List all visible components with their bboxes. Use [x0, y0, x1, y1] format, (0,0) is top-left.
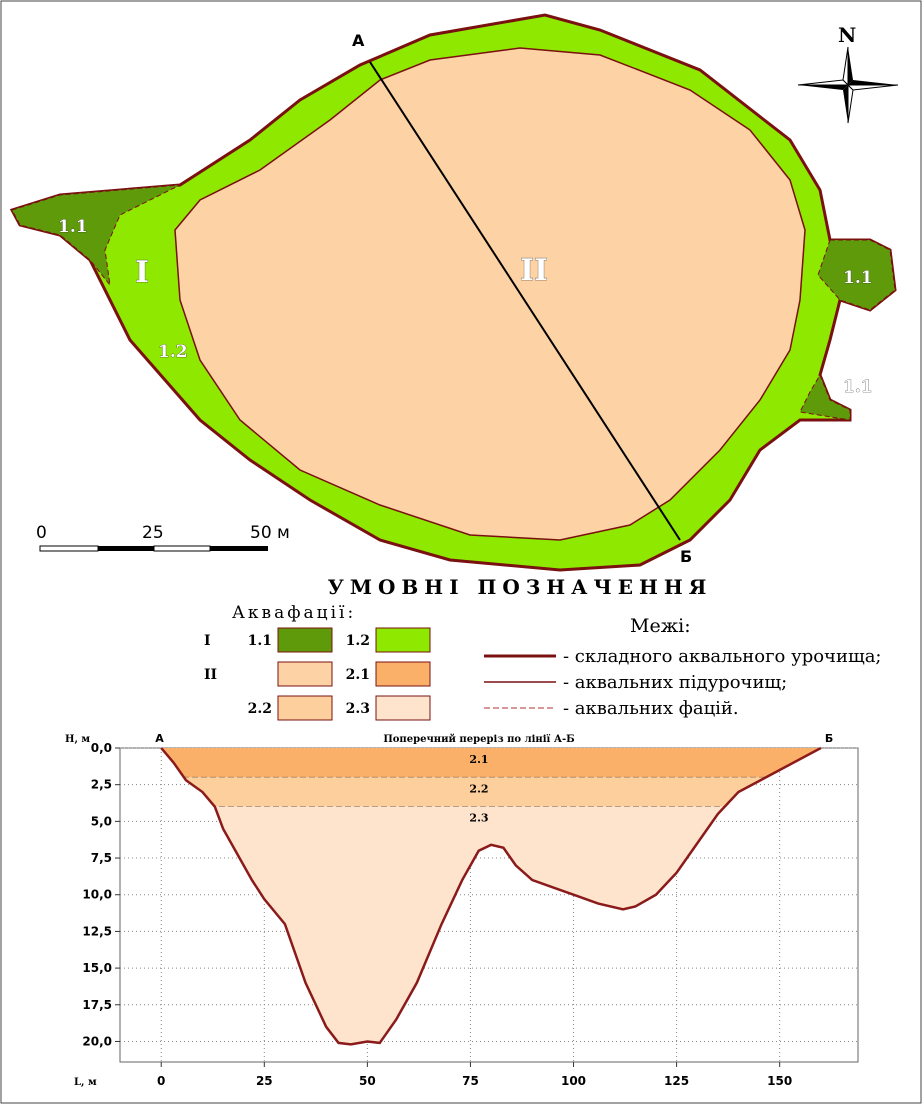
legend-swatch [375, 661, 431, 687]
x-tick-label: 25 [256, 1074, 273, 1088]
y-tick-label: 5,0 [91, 814, 112, 828]
legend-code: 1.2 [346, 633, 370, 649]
region-2-area [174, 47, 806, 541]
facies-1-1-west [11, 184, 181, 287]
facies-label: 1.2 [158, 342, 188, 362]
bound-label: - аквальних фацій. [563, 698, 739, 719]
legend-group: II [204, 667, 217, 683]
facies-1-1-east [817, 239, 896, 311]
y-tick-label: 7,5 [91, 851, 112, 865]
layer [161, 777, 821, 807]
bound-label: - аквальних підурочищ; [563, 672, 787, 693]
scale-bar [39, 545, 268, 552]
section-line [369, 61, 681, 541]
point-label: А [155, 732, 164, 745]
y-tick-label: 15,0 [82, 961, 112, 975]
y-tick-label: 0,0 [91, 741, 112, 755]
legend-title: УМОВНІ ПОЗНАЧЕННЯ [328, 575, 713, 599]
legend-swatch [277, 627, 333, 653]
facies-label: 1.1 [58, 217, 88, 237]
facies-label: 1.1 [843, 377, 873, 397]
x-tick-label: 150 [767, 1074, 792, 1088]
x-tick-label: 75 [462, 1074, 479, 1088]
legend-swatch [375, 627, 431, 653]
legend-code: 1.1 [248, 633, 272, 649]
compass [797, 46, 899, 124]
legend-code: 2.3 [346, 701, 370, 717]
bound-label: - складного аквального урочища; [563, 646, 882, 667]
scale-label: 50 м [250, 523, 290, 543]
point-label: А [352, 31, 365, 50]
map: А Б I II 1.1 1.1 1.1 1.2 N 0 25 50 м [9, 13, 899, 572]
y-axis-label: H, м [65, 734, 90, 745]
legend-code: 2.2 [248, 701, 272, 717]
legend-subtitle: Межі: [630, 615, 691, 637]
layer-label: 2.1 [469, 753, 488, 766]
point-label: Б [680, 547, 692, 566]
legend-swatch [277, 661, 333, 687]
x-tick-label: 100 [561, 1074, 586, 1088]
chart-title: Поперечний переріз по лінії А-Б [383, 734, 574, 745]
north-label: N [838, 23, 856, 47]
legend-code: 2.1 [346, 667, 370, 683]
legend: УМОВНІ ПОЗНАЧЕННЯ Аквафації: Межі: - скл… [204, 575, 882, 721]
point-label: Б [825, 732, 833, 745]
legend-swatch [375, 695, 431, 721]
legend-subtitle: Аквафації: [232, 603, 356, 623]
cross-section: 0,0 2,5 5,0 7,5 10,0 12,5 15,0 17,5 20,0 0 25 50 75 1… [65, 732, 859, 1088]
region-label: II [520, 253, 548, 288]
facies-1-1-south [799, 373, 851, 421]
x-axis-label: L, м [74, 1077, 97, 1088]
x-tick-label: 125 [664, 1074, 689, 1088]
y-tick-label: 20,0 [82, 1034, 112, 1048]
y-tick-label: 10,0 [82, 888, 112, 902]
scale-label: 25 [142, 523, 164, 543]
x-tick-label: 0 [157, 1074, 165, 1088]
profile-line [160, 746, 822, 1046]
x-tick-label: 50 [359, 1074, 376, 1088]
layer-label: 2.3 [469, 812, 488, 825]
scale-label: 0 [36, 523, 47, 543]
legend-group: I [204, 633, 211, 649]
region-label: I [135, 255, 149, 290]
layer-label: 2.2 [469, 782, 488, 795]
y-tick-label: 17,5 [82, 998, 112, 1012]
y-tick-label: 12,5 [82, 924, 112, 938]
facies-label: 1.1 [843, 268, 873, 288]
layer [161, 748, 821, 778]
legend-swatch [277, 695, 333, 721]
y-tick-label: 2,5 [91, 778, 112, 792]
